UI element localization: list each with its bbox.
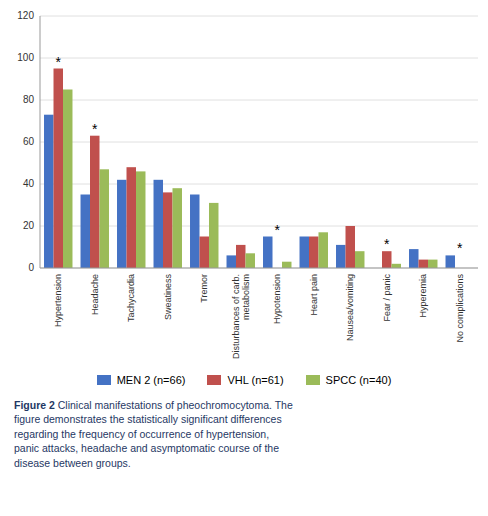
x-tick-label: Tremor <box>199 274 209 303</box>
y-tick-label: 20 <box>23 220 35 231</box>
y-tick-label: 40 <box>23 178 35 189</box>
bar <box>428 260 437 268</box>
bar <box>99 169 108 268</box>
chart: 0 20 40 60 80 100 120 Hypertension Headache Tachy… <box>0 0 488 368</box>
bar <box>236 245 245 268</box>
bar <box>190 195 199 269</box>
bar <box>446 255 455 268</box>
x-tick-label: Fear / panic <box>382 274 392 322</box>
annotation: * <box>56 54 62 70</box>
y-axis <box>40 16 41 268</box>
bar <box>346 226 355 268</box>
grid-line <box>40 16 478 17</box>
bar <box>154 180 163 268</box>
bars <box>44 69 455 269</box>
annotation: * <box>384 236 390 252</box>
legend-label: SPCC (n=40) <box>326 374 392 386</box>
x-tick-label: No complications <box>455 274 465 343</box>
bar <box>200 237 209 269</box>
legend-label: VHL (n=61) <box>227 374 283 386</box>
legend-swatch <box>97 375 111 385</box>
bar <box>300 237 309 269</box>
bar <box>127 167 136 268</box>
x-tick-label: Hyperemia <box>418 274 428 318</box>
legend-label: MEN 2 (n=66) <box>117 374 186 386</box>
grid-line <box>40 268 478 269</box>
bar <box>227 255 236 268</box>
legend: MEN 2 (n=66) VHL (n=61) SPCC (n=40) <box>0 370 488 390</box>
bar <box>163 192 172 268</box>
grid-line <box>40 142 478 143</box>
bar <box>355 251 364 268</box>
bar <box>282 262 291 268</box>
caption-label: Figure 2 <box>14 399 55 411</box>
y-tick-label: 0 <box>28 262 34 273</box>
x-tick-label: Heart pain <box>309 274 319 316</box>
y-tick-label: 60 <box>23 136 35 147</box>
legend-item: VHL (n=61) <box>207 374 283 386</box>
y-tick-label: 80 <box>23 94 35 105</box>
bar <box>209 203 218 268</box>
x-tick-label: Headache <box>90 274 100 315</box>
bar <box>391 264 400 268</box>
bar <box>336 245 345 268</box>
grid-line <box>40 58 478 59</box>
y-tick-label: 120 <box>17 10 34 21</box>
bar <box>81 195 90 269</box>
bar <box>309 237 318 269</box>
caption: Figure 2 Clinical manifestations of pheo… <box>14 398 474 470</box>
x-tick-label: Hypotension <box>272 274 282 324</box>
annotation: * <box>457 240 463 256</box>
legend-swatch <box>207 375 221 385</box>
bar <box>54 69 63 269</box>
caption-text: Clinical manifestations of pheochromocyt… <box>14 399 293 469</box>
bar <box>245 253 254 268</box>
bar <box>263 237 272 269</box>
bar <box>90 136 99 268</box>
bar <box>419 260 428 268</box>
legend-item: SPCC (n=40) <box>306 374 392 386</box>
annotation: * <box>275 222 281 238</box>
bar <box>44 115 53 268</box>
y-tick-label: 100 <box>17 52 34 63</box>
legend-swatch <box>306 375 320 385</box>
x-tick-label: Tachycardia <box>126 274 136 322</box>
x-tick-label: Sweatiness <box>163 274 173 321</box>
bar <box>63 90 72 269</box>
x-tick-label: Nausea/vomiting <box>345 274 355 341</box>
bar <box>318 232 327 268</box>
legend-item: MEN 2 (n=66) <box>97 374 186 386</box>
x-axis <box>40 268 478 269</box>
bar <box>136 171 145 268</box>
bar <box>172 188 181 268</box>
grid-line <box>40 100 478 101</box>
bar <box>117 180 126 268</box>
annotation: * <box>92 121 98 137</box>
bar <box>409 249 418 268</box>
x-tick-label: Disturbances of carb.metabolism <box>231 274 251 359</box>
bar <box>382 251 391 268</box>
x-tick-label: Hypertension <box>53 274 63 327</box>
